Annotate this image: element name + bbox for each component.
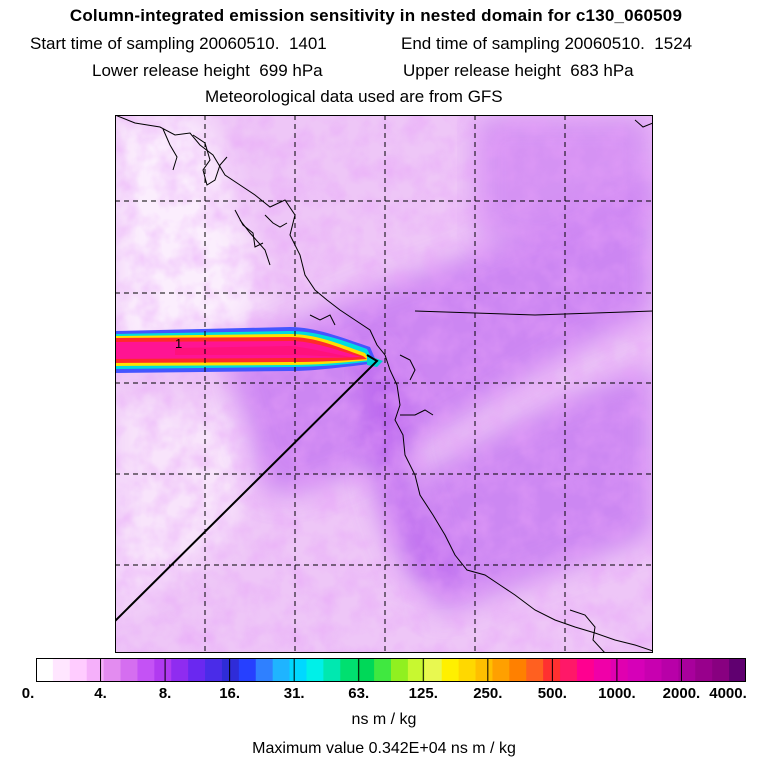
color-scale-swatch xyxy=(407,658,426,682)
color-scale-swatch xyxy=(374,658,392,682)
color-scale-tick-label: 1000. xyxy=(598,685,636,702)
lower-release-label: Lower release height xyxy=(92,61,250,80)
color-scale-swatch xyxy=(610,658,629,682)
color-scale-swatch xyxy=(188,658,206,682)
color-scale-tick-label: 250. xyxy=(473,685,503,702)
map-texture xyxy=(115,115,653,653)
plot-title: Column-integrated emission sensitivity i… xyxy=(69,6,683,25)
upper-release-line: Upper release height 683 hPa xyxy=(403,61,634,81)
color-scale-swatch xyxy=(52,658,71,682)
color-scale-swatch xyxy=(678,658,696,682)
color-scale-tick-label: 0. xyxy=(21,685,35,702)
color-scale-swatch xyxy=(205,658,223,682)
color-scale-swatch xyxy=(644,658,662,682)
color-scale-swatch xyxy=(712,658,730,682)
start-time-line: Start time of sampling 20060510. 1401 xyxy=(30,34,327,54)
color-scale-swatch xyxy=(154,658,172,682)
color-scale-tick-label: 2000. xyxy=(662,685,701,702)
color-scale-swatch xyxy=(695,658,713,682)
color-scale-swatch xyxy=(627,658,646,682)
coastline xyxy=(115,115,653,653)
color-scale-swatch xyxy=(120,658,138,682)
plume-label: 1 xyxy=(175,336,182,351)
max-value-label: Maximum value 0.342E+04 ns m / kg xyxy=(252,740,516,757)
color-scale-swatch xyxy=(492,658,510,682)
plume xyxy=(115,327,383,373)
map-frame xyxy=(115,115,653,653)
color-scale-tick-label: 63. xyxy=(348,685,370,702)
end-time-label: End time of sampling 20060510. xyxy=(401,34,645,53)
end-time-line: End time of sampling 20060510. 1524 xyxy=(401,34,692,54)
color-scale-tick-label: 4000. xyxy=(709,685,747,702)
color-scale-swatch xyxy=(255,658,274,682)
flight-track xyxy=(115,354,379,622)
color-scale-tick-label: 125. xyxy=(408,685,438,702)
color-scale-swatch xyxy=(526,658,544,682)
color-scale-swatch xyxy=(576,658,595,682)
color-scale-swatch xyxy=(593,658,612,682)
color-scale-swatch xyxy=(509,658,527,682)
color-scale-swatch xyxy=(171,658,189,682)
color-scale-tick-label: 31. xyxy=(283,685,305,702)
color-scale-swatch xyxy=(323,658,341,682)
color-scale-swatch xyxy=(103,658,122,682)
color-scale-swatch xyxy=(560,658,578,682)
color-scale-swatch xyxy=(441,658,460,682)
start-time-value: 1401 xyxy=(288,34,327,53)
color-scale-tick-label: 4. xyxy=(94,685,107,702)
upper-release-label: Upper release height xyxy=(403,61,561,80)
met-data-line: Meteorological data used are from GFS xyxy=(205,87,503,106)
color-scale-swatch xyxy=(475,658,493,682)
color-scale-tick-label: 500. xyxy=(537,685,567,702)
color-scale-tick-label: 16. xyxy=(219,685,241,702)
color-scale-swatch xyxy=(340,658,358,682)
color-scale-swatch xyxy=(424,658,443,682)
color-scale-swatch xyxy=(238,658,257,682)
color-scale xyxy=(36,658,746,682)
color-scale-swatch xyxy=(272,658,291,682)
color-scale-swatch xyxy=(661,658,679,682)
color-scale-swatch xyxy=(137,658,155,682)
color-scale-swatch xyxy=(357,658,375,682)
color-scale-swatch xyxy=(543,658,561,682)
color-scale-swatch xyxy=(86,658,105,682)
lower-release-value: 699 hPa xyxy=(259,61,323,80)
end-time-value: 1524 xyxy=(654,34,693,53)
sensitivity-map: 1 xyxy=(115,115,653,653)
upper-release-value: 683 hPa xyxy=(570,61,634,80)
color-scale-swatch xyxy=(36,658,54,682)
color-scale-swatch xyxy=(391,658,409,682)
color-scale-swatch xyxy=(458,658,477,682)
color-scale-swatch xyxy=(221,658,240,682)
color-scale-swatch xyxy=(306,658,324,682)
lower-release-line: Lower release height 699 hPa xyxy=(92,61,323,81)
color-scale-swatch xyxy=(69,658,88,682)
start-time-label: Start time of sampling 20060510. xyxy=(30,34,280,53)
units-label: ns m / kg xyxy=(351,711,417,728)
color-scale-tick-label: 8. xyxy=(158,685,172,702)
color-scale-swatch xyxy=(289,658,307,682)
color-scale-swatch xyxy=(729,658,746,682)
